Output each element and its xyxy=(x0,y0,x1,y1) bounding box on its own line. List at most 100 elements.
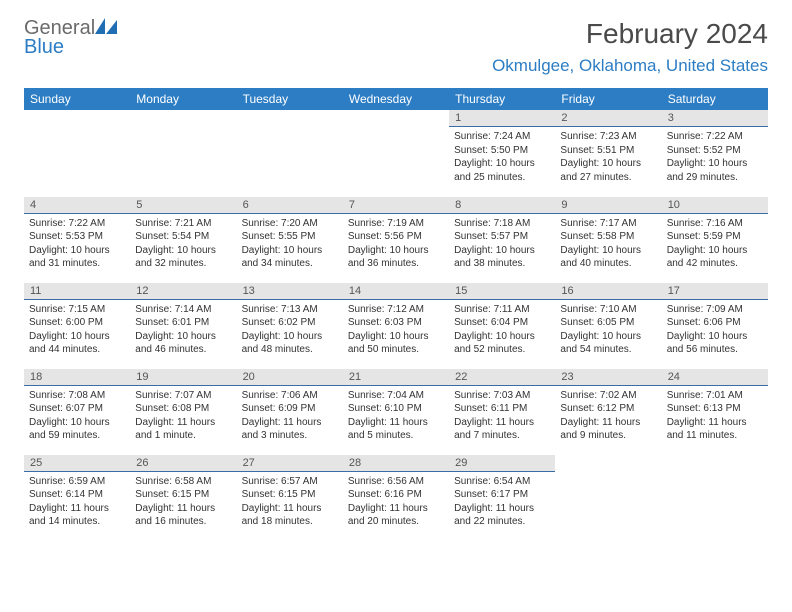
sunrise-text: Sunrise: 7:16 AM xyxy=(667,217,763,231)
day-details: Sunrise: 6:56 AMSunset: 6:16 PMDaylight:… xyxy=(343,472,449,534)
sunset-text: Sunset: 6:08 PM xyxy=(135,402,231,416)
sunrise-text: Sunrise: 7:14 AM xyxy=(135,303,231,317)
day-details: Sunrise: 7:13 AMSunset: 6:02 PMDaylight:… xyxy=(237,300,343,362)
day-number: 19 xyxy=(130,369,236,386)
calendar-day-cell: 10Sunrise: 7:16 AMSunset: 5:59 PMDayligh… xyxy=(662,196,768,282)
weekday-header: Wednesday xyxy=(343,88,449,110)
sunset-text: Sunset: 6:16 PM xyxy=(348,488,444,502)
daylight-text: Daylight: 10 hours and 32 minutes. xyxy=(135,244,231,271)
day-details: Sunrise: 7:15 AMSunset: 6:00 PMDaylight:… xyxy=(24,300,130,362)
day-number: 15 xyxy=(449,283,555,300)
daylight-text: Daylight: 10 hours and 48 minutes. xyxy=(242,330,338,357)
daylight-text: Daylight: 10 hours and 46 minutes. xyxy=(135,330,231,357)
calendar-day-cell: 3Sunrise: 7:22 AMSunset: 5:52 PMDaylight… xyxy=(662,110,768,196)
calendar-day-cell: 5Sunrise: 7:21 AMSunset: 5:54 PMDaylight… xyxy=(130,196,236,282)
weekday-header: Saturday xyxy=(662,88,768,110)
calendar-day-cell: 13Sunrise: 7:13 AMSunset: 6:02 PMDayligh… xyxy=(237,282,343,368)
daylight-text: Daylight: 10 hours and 36 minutes. xyxy=(348,244,444,271)
sunrise-text: Sunrise: 6:56 AM xyxy=(348,475,444,489)
daylight-text: Daylight: 11 hours and 3 minutes. xyxy=(242,416,338,443)
sunrise-text: Sunrise: 7:18 AM xyxy=(454,217,550,231)
sunset-text: Sunset: 6:15 PM xyxy=(242,488,338,502)
day-number: 14 xyxy=(343,283,449,300)
day-number: 3 xyxy=(662,110,768,127)
sunset-text: Sunset: 6:01 PM xyxy=(135,316,231,330)
day-details: Sunrise: 7:21 AMSunset: 5:54 PMDaylight:… xyxy=(130,214,236,276)
sunrise-text: Sunrise: 7:20 AM xyxy=(242,217,338,231)
calendar-day-cell xyxy=(555,454,661,540)
weekday-header: Thursday xyxy=(449,88,555,110)
day-number: 10 xyxy=(662,197,768,214)
sunset-text: Sunset: 5:54 PM xyxy=(135,230,231,244)
sunset-text: Sunset: 6:04 PM xyxy=(454,316,550,330)
daylight-text: Daylight: 10 hours and 44 minutes. xyxy=(29,330,125,357)
sunset-text: Sunset: 6:13 PM xyxy=(667,402,763,416)
sunrise-text: Sunrise: 7:06 AM xyxy=(242,389,338,403)
weekday-header-row: SundayMondayTuesdayWednesdayThursdayFrid… xyxy=(24,88,768,110)
sunset-text: Sunset: 5:56 PM xyxy=(348,230,444,244)
daylight-text: Daylight: 11 hours and 20 minutes. xyxy=(348,502,444,529)
sunset-text: Sunset: 6:07 PM xyxy=(29,402,125,416)
daylight-text: Daylight: 10 hours and 59 minutes. xyxy=(29,416,125,443)
calendar-day-cell: 2Sunrise: 7:23 AMSunset: 5:51 PMDaylight… xyxy=(555,110,661,196)
calendar-day-cell: 1Sunrise: 7:24 AMSunset: 5:50 PMDaylight… xyxy=(449,110,555,196)
daylight-text: Daylight: 10 hours and 50 minutes. xyxy=(348,330,444,357)
calendar-day-cell: 24Sunrise: 7:01 AMSunset: 6:13 PMDayligh… xyxy=(662,368,768,454)
day-details: Sunrise: 6:58 AMSunset: 6:15 PMDaylight:… xyxy=(130,472,236,534)
sunrise-text: Sunrise: 7:17 AM xyxy=(560,217,656,231)
sunset-text: Sunset: 6:10 PM xyxy=(348,402,444,416)
sunset-text: Sunset: 5:51 PM xyxy=(560,144,656,158)
day-number: 7 xyxy=(343,197,449,214)
day-details: Sunrise: 7:17 AMSunset: 5:58 PMDaylight:… xyxy=(555,214,661,276)
calendar-body: 1Sunrise: 7:24 AMSunset: 5:50 PMDaylight… xyxy=(24,110,768,540)
day-details: Sunrise: 7:07 AMSunset: 6:08 PMDaylight:… xyxy=(130,386,236,448)
sunset-text: Sunset: 6:06 PM xyxy=(667,316,763,330)
daylight-text: Daylight: 10 hours and 29 minutes. xyxy=(667,157,763,184)
daylight-text: Daylight: 11 hours and 11 minutes. xyxy=(667,416,763,443)
brand-text: General Blue xyxy=(24,18,117,57)
daylight-text: Daylight: 10 hours and 40 minutes. xyxy=(560,244,656,271)
sunset-text: Sunset: 6:14 PM xyxy=(29,488,125,502)
day-details: Sunrise: 7:09 AMSunset: 6:06 PMDaylight:… xyxy=(662,300,768,362)
sail-icon xyxy=(95,17,117,39)
weekday-header: Sunday xyxy=(24,88,130,110)
calendar-day-cell: 7Sunrise: 7:19 AMSunset: 5:56 PMDaylight… xyxy=(343,196,449,282)
day-number: 13 xyxy=(237,283,343,300)
calendar-day-cell: 9Sunrise: 7:17 AMSunset: 5:58 PMDaylight… xyxy=(555,196,661,282)
sunrise-text: Sunrise: 7:09 AM xyxy=(667,303,763,317)
calendar-day-cell: 22Sunrise: 7:03 AMSunset: 6:11 PMDayligh… xyxy=(449,368,555,454)
daylight-text: Daylight: 11 hours and 1 minute. xyxy=(135,416,231,443)
sunset-text: Sunset: 5:53 PM xyxy=(29,230,125,244)
day-number: 16 xyxy=(555,283,661,300)
brand-text-blue: Blue xyxy=(24,36,64,58)
sunrise-text: Sunrise: 7:13 AM xyxy=(242,303,338,317)
calendar-week-row: 25Sunrise: 6:59 AMSunset: 6:14 PMDayligh… xyxy=(24,454,768,540)
weekday-header: Monday xyxy=(130,88,236,110)
sunset-text: Sunset: 6:03 PM xyxy=(348,316,444,330)
sunrise-text: Sunrise: 6:58 AM xyxy=(135,475,231,489)
sunset-text: Sunset: 5:59 PM xyxy=(667,230,763,244)
calendar-week-row: 11Sunrise: 7:15 AMSunset: 6:00 PMDayligh… xyxy=(24,282,768,368)
daylight-text: Daylight: 11 hours and 5 minutes. xyxy=(348,416,444,443)
day-details: Sunrise: 7:04 AMSunset: 6:10 PMDaylight:… xyxy=(343,386,449,448)
daylight-text: Daylight: 11 hours and 14 minutes. xyxy=(29,502,125,529)
daylight-text: Daylight: 10 hours and 38 minutes. xyxy=(454,244,550,271)
day-details: Sunrise: 7:16 AMSunset: 5:59 PMDaylight:… xyxy=(662,214,768,276)
calendar-day-cell: 11Sunrise: 7:15 AMSunset: 6:00 PMDayligh… xyxy=(24,282,130,368)
sunrise-text: Sunrise: 7:15 AM xyxy=(29,303,125,317)
calendar-day-cell: 28Sunrise: 6:56 AMSunset: 6:16 PMDayligh… xyxy=(343,454,449,540)
day-details: Sunrise: 7:08 AMSunset: 6:07 PMDaylight:… xyxy=(24,386,130,448)
day-number: 21 xyxy=(343,369,449,386)
sunrise-text: Sunrise: 7:24 AM xyxy=(454,130,550,144)
calendar-day-cell: 17Sunrise: 7:09 AMSunset: 6:06 PMDayligh… xyxy=(662,282,768,368)
sunset-text: Sunset: 6:09 PM xyxy=(242,402,338,416)
sunrise-text: Sunrise: 7:10 AM xyxy=(560,303,656,317)
day-details: Sunrise: 7:20 AMSunset: 5:55 PMDaylight:… xyxy=(237,214,343,276)
day-details: Sunrise: 7:22 AMSunset: 5:53 PMDaylight:… xyxy=(24,214,130,276)
day-details: Sunrise: 7:19 AMSunset: 5:56 PMDaylight:… xyxy=(343,214,449,276)
calendar-week-row: 1Sunrise: 7:24 AMSunset: 5:50 PMDaylight… xyxy=(24,110,768,196)
sunset-text: Sunset: 5:57 PM xyxy=(454,230,550,244)
weekday-header: Tuesday xyxy=(237,88,343,110)
day-details: Sunrise: 6:59 AMSunset: 6:14 PMDaylight:… xyxy=(24,472,130,534)
sunrise-text: Sunrise: 7:02 AM xyxy=(560,389,656,403)
